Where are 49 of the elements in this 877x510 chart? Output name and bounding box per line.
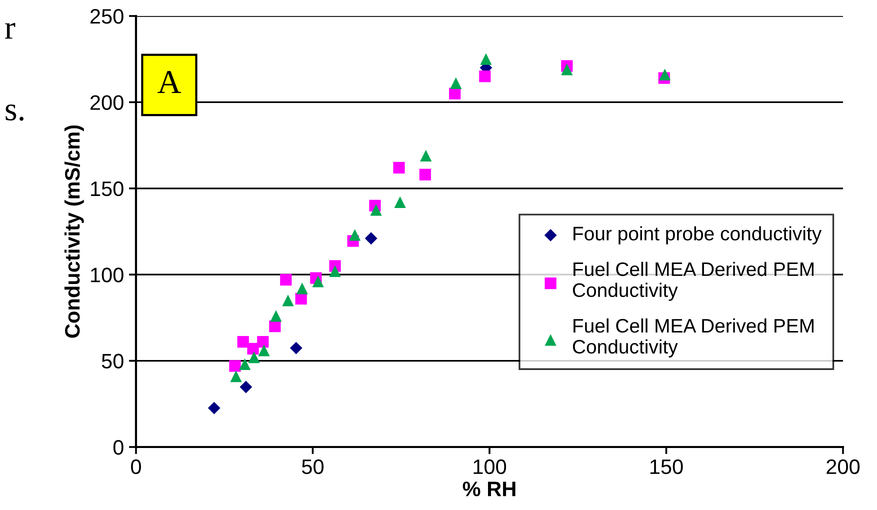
point (329, 265, 341, 277)
point (208, 402, 220, 414)
legend-label: Fuel Cell MEA Derived PEM Conductivity (572, 318, 814, 358)
y-tick-label: 250 (90, 9, 124, 24)
point (393, 162, 405, 174)
point (296, 282, 308, 294)
annotation: A (158, 70, 182, 93)
point (248, 352, 260, 364)
x-tick-label: 0 (131, 459, 141, 474)
point (450, 77, 462, 90)
y-tick-label: 200 (90, 95, 124, 110)
point (312, 276, 324, 288)
text: s. (6, 104, 24, 121)
x-tick-label: 100 (474, 459, 506, 474)
point (247, 342, 259, 355)
point (295, 292, 307, 305)
y-tick-label: 150 (91, 181, 124, 196)
point (280, 274, 292, 286)
x-axis-title: % RH (462, 482, 516, 496)
point (394, 196, 406, 208)
point (290, 342, 302, 354)
point (349, 229, 361, 241)
point (659, 68, 671, 80)
point (282, 294, 294, 306)
point (480, 53, 492, 65)
point (237, 336, 249, 348)
point (257, 336, 269, 348)
point (370, 204, 382, 216)
point (420, 150, 432, 162)
x-tick-label: 150 (650, 459, 683, 474)
legend-label: Four point probe conductivity (574, 226, 822, 244)
point (561, 64, 573, 76)
y-tick-label: 50 (102, 354, 124, 369)
x-tick-label: 200 (826, 459, 860, 474)
y-tick-label: 0 (113, 440, 124, 455)
x-tick-label: 50 (302, 459, 324, 474)
point (479, 70, 491, 82)
legend-label: Fuel Cell MEA Derived PEM Conductivity (572, 262, 814, 301)
point (230, 370, 242, 382)
point (229, 360, 241, 372)
point (270, 310, 282, 322)
y-tick-label: 100 (91, 268, 124, 282)
point (240, 380, 252, 394)
text: r (5, 22, 16, 39)
point (364, 232, 378, 245)
point (258, 344, 270, 356)
y-axis-title: Conductivity (mS/cm) (64, 125, 84, 338)
point (419, 168, 431, 180)
point (239, 358, 251, 370)
